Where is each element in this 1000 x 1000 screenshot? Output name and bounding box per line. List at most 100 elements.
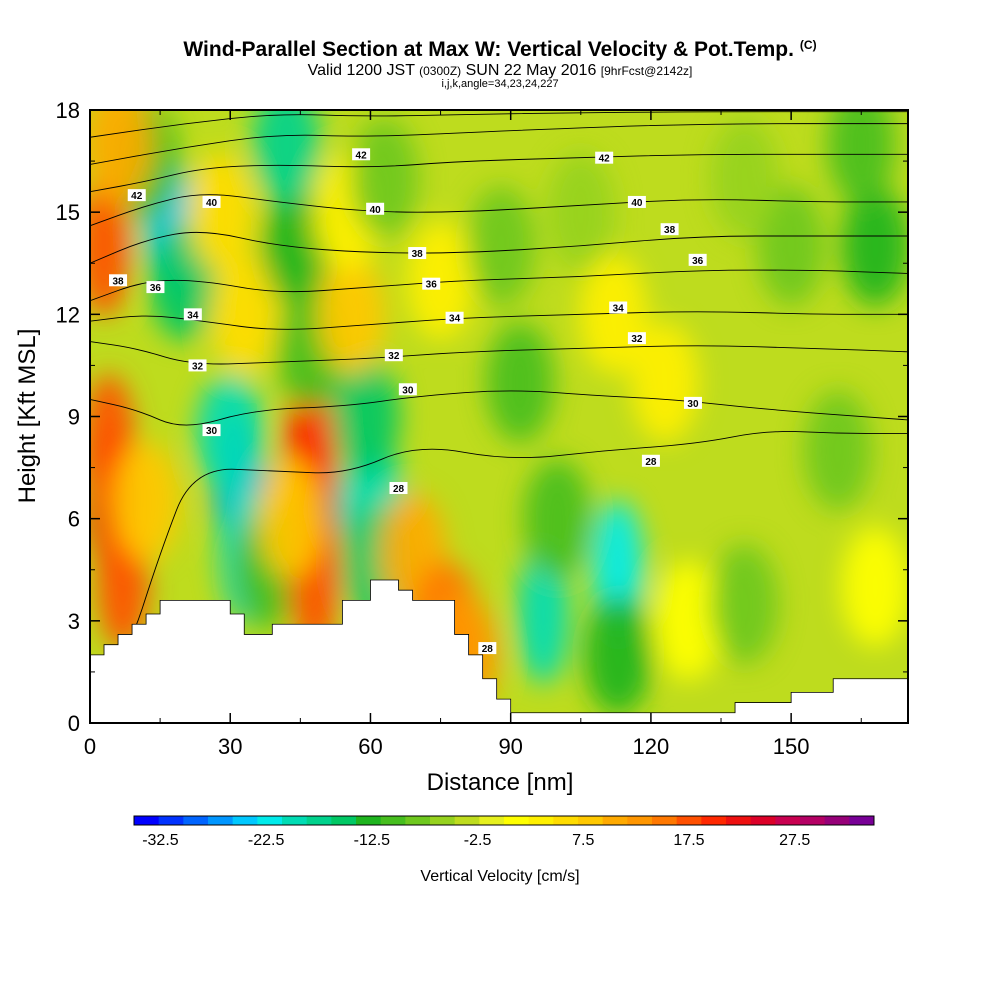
contour-label-11: 34 — [609, 301, 628, 315]
svg-text:34: 34 — [187, 310, 199, 321]
colorbar-label-4: 7.5 — [572, 832, 594, 849]
contour-label-19: 34 — [183, 308, 202, 321]
colorbar-swatch-26 — [775, 816, 801, 825]
velocity-cell-38 — [467, 186, 536, 307]
theta-contour-34 — [90, 311, 908, 330]
x-tick-label-0: 0 — [84, 734, 96, 759]
colorbar-swatch-5 — [257, 816, 283, 825]
svg-text:40: 40 — [206, 198, 218, 209]
contour-label-4: 42 — [595, 151, 614, 165]
colorbar-swatch-10 — [380, 816, 406, 825]
contour-label-18: 32 — [188, 359, 207, 372]
colorbar-swatch-25 — [750, 816, 776, 825]
svg-text:38: 38 — [412, 249, 424, 260]
theta-contour-30 — [90, 390, 908, 426]
colorbar-swatch-28 — [824, 816, 850, 825]
x-axis: 0 30 60 90 120 150 — [84, 110, 862, 759]
colorbar-swatch-23 — [701, 816, 727, 825]
velocity-cell-18 — [517, 544, 570, 685]
colorbar-swatch-1 — [158, 816, 184, 825]
velocity-cell-11 — [256, 458, 325, 579]
colorbar-swatch-19 — [602, 816, 628, 825]
velocity-cell-45 — [841, 526, 908, 647]
colorbar-label-0: -32.5 — [142, 832, 179, 849]
colorbar-swatch-0 — [134, 816, 160, 825]
colorbar-swatch-2 — [183, 816, 209, 825]
colorbar-label-1: -22.5 — [248, 832, 285, 849]
velocity-cell-22 — [654, 560, 723, 681]
velocity-cell-40 — [546, 152, 615, 273]
contour-label-6: 38 — [660, 223, 679, 236]
velocity-cell-31 — [261, 186, 330, 307]
colorbar-title: Vertical Velocity [cm/s] — [420, 868, 579, 885]
theta-contour-32 — [90, 341, 908, 365]
svg-text:28: 28 — [645, 457, 657, 468]
velocity-cell-44 — [841, 186, 908, 307]
velocity-cell-34 — [317, 254, 386, 375]
y-tick-label-18: 18 — [56, 98, 80, 123]
colorbar-swatch-18 — [578, 816, 604, 825]
x-tick-label-120: 120 — [633, 734, 670, 759]
contour-label-9: 36 — [422, 277, 441, 291]
contour-label-16: 30 — [398, 383, 417, 396]
colorbar: -32.5 -22.5 -12.5 -2.5 7.5 17.5 27.5 — [133, 815, 875, 849]
velocity-cell-39 — [486, 322, 555, 443]
colorbar-swatch-17 — [553, 816, 579, 825]
velocity-cell-41 — [579, 254, 648, 375]
contour-label-10: 34 — [445, 311, 464, 325]
velocity-cell-3 — [112, 441, 181, 562]
velocity-cell-47 — [827, 110, 896, 205]
svg-text:38: 38 — [112, 276, 124, 287]
x-tick-label-90: 90 — [498, 734, 522, 759]
colorbar-swatch-3 — [208, 816, 234, 825]
colorbar-label-6: 27.5 — [779, 832, 810, 849]
x-tick-label-60: 60 — [358, 734, 382, 759]
velocity-cell-28 — [90, 110, 153, 205]
velocity-cell-21 — [584, 594, 653, 715]
colorbar-swatch-13 — [454, 816, 480, 825]
contour-label-7: 36 — [688, 253, 707, 267]
contour-label-1: 40 — [202, 195, 221, 209]
y-tick-label-12: 12 — [56, 302, 80, 327]
colorbar-swatch-27 — [800, 816, 826, 825]
colorbar-swatch-16 — [528, 816, 554, 825]
y-tick-label-15: 15 — [56, 200, 80, 225]
theta-contour-40 — [90, 194, 908, 227]
contour-label-17: 30 — [202, 424, 221, 437]
svg-text:36: 36 — [692, 256, 704, 267]
colorbar-swatch-6 — [282, 816, 308, 825]
contour-label-23: 28 — [478, 642, 497, 655]
contour-label-12: 32 — [627, 332, 646, 345]
contour-label-13: 30 — [683, 396, 702, 410]
theta-contour-42 — [90, 153, 908, 193]
chart-params: i,j,k,angle=34,23,24,227 — [441, 78, 559, 90]
svg-text:42: 42 — [599, 154, 611, 165]
svg-text:34: 34 — [449, 314, 461, 325]
contour-label-3: 40 — [366, 202, 385, 216]
contour-label-22: 28 — [389, 482, 408, 495]
terrain-mask — [90, 579, 908, 723]
svg-text:40: 40 — [631, 198, 643, 209]
contour-label-8: 38 — [408, 247, 427, 260]
copyright-mark: (C) — [799, 38, 817, 52]
contour-label-21: 38 — [109, 274, 128, 287]
colorbar-swatch-29 — [849, 816, 875, 825]
chart-subtitle: Valid 1200 JST (0300Z) SUN 22 May 2016 [… — [307, 62, 693, 79]
svg-text:38: 38 — [664, 225, 676, 236]
velocity-cell-23 — [710, 543, 779, 664]
contour-label-5: 40 — [627, 195, 646, 209]
plot-area: 42 40 42 40 42 40 38 36 38 36 34 34 32 30 28 32 30 30 32 34… — [90, 110, 908, 723]
velocity-cell-46 — [803, 390, 872, 511]
theta-contour-unlabeled-8 — [90, 123, 908, 165]
theta-contour-28 — [90, 431, 908, 693]
velocity-cell-42 — [630, 322, 699, 443]
colorbar-swatch-14 — [479, 816, 505, 825]
svg-text:30: 30 — [687, 399, 699, 410]
potential-temperature-contours — [90, 111, 908, 693]
svg-text:42: 42 — [131, 191, 143, 202]
x-tick-label-30: 30 — [218, 734, 242, 759]
colorbar-swatch-20 — [627, 816, 653, 825]
svg-text:28: 28 — [482, 644, 494, 655]
colorbar-swatch-12 — [430, 816, 456, 825]
